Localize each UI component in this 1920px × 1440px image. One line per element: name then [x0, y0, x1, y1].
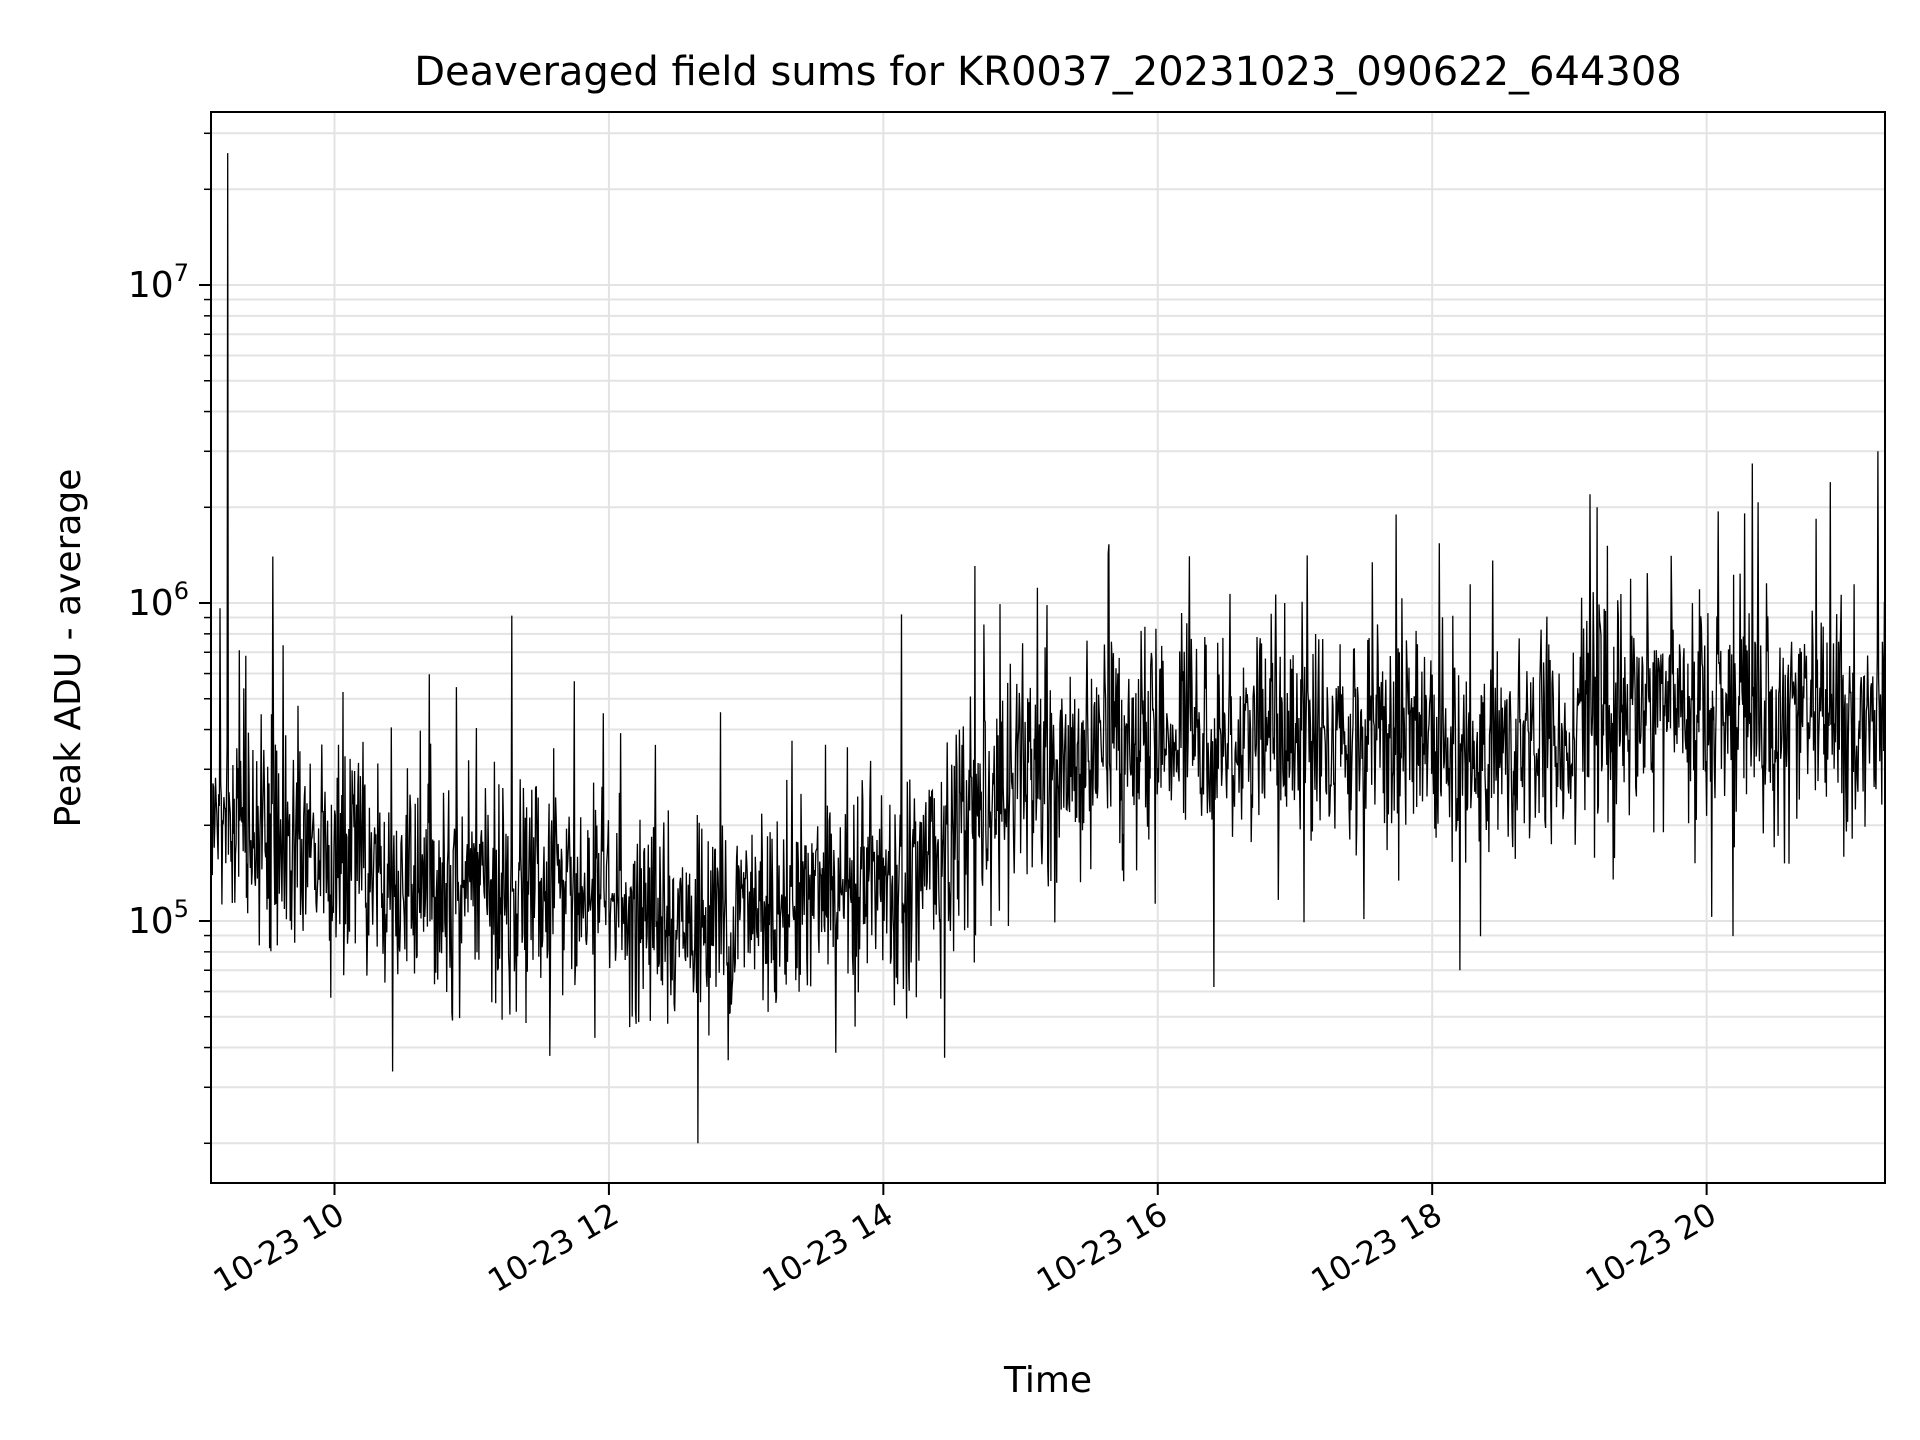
- y-tick-label: 105: [128, 895, 189, 942]
- y-axis-ticks: 105 106 107: [128, 132, 211, 1145]
- y-axis-label: Peak ADU - average: [48, 469, 89, 828]
- y-tick-label: 107: [128, 259, 189, 306]
- x-axis-label: Time: [1003, 1360, 1092, 1401]
- chart-title: Deaveraged field sums for KR0037_2023102…: [414, 49, 1682, 95]
- series-line: [210, 153, 1886, 1144]
- y-tick-label: 106: [128, 577, 189, 624]
- series-path: [210, 153, 1886, 1144]
- plot-frame: [210, 111, 1886, 1184]
